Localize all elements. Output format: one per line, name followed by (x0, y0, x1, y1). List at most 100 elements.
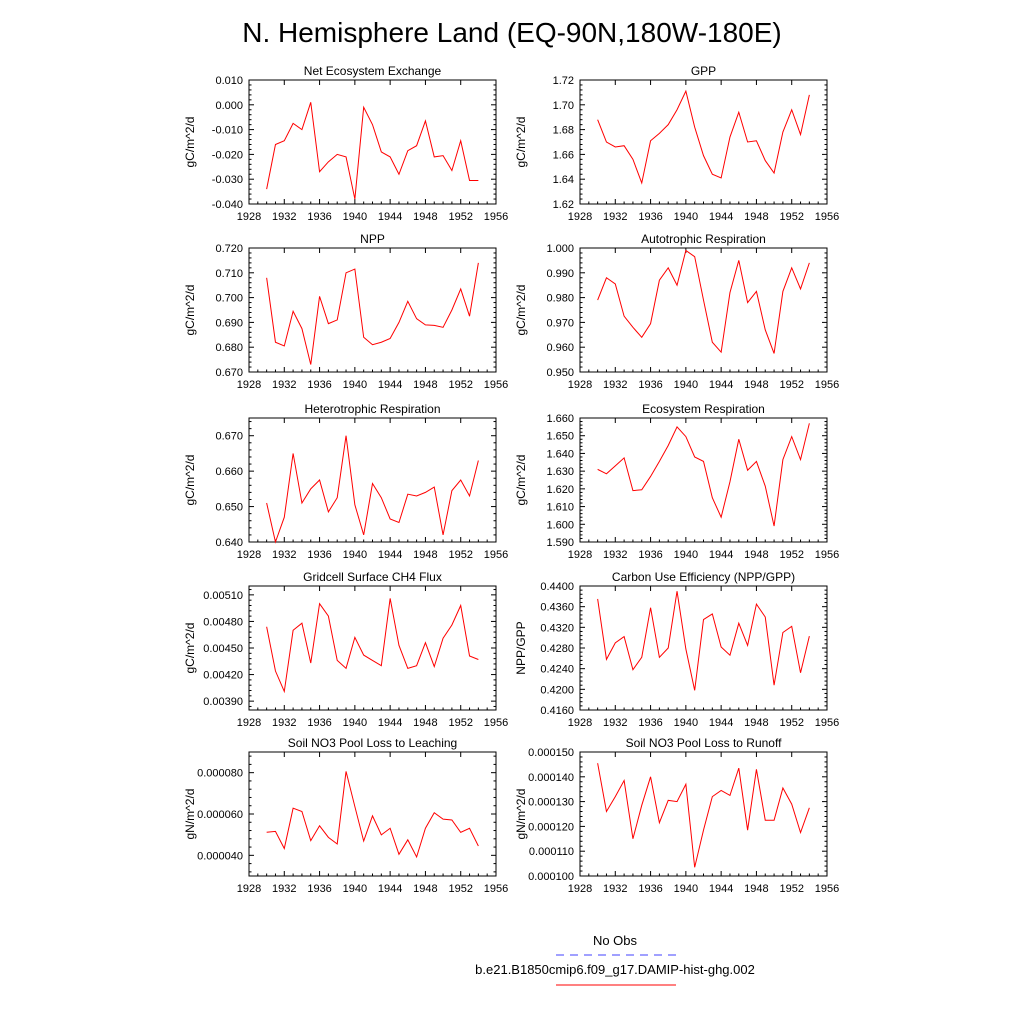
panel-ecosystem-respiration-frame (579, 417, 828, 543)
panel-net-ecosystem-exchange-xtick-label: 1932 (272, 211, 296, 223)
panel-carbon-use-efficiency-npp-gpp-xtick-label: 1948 (744, 717, 768, 729)
panel-soil-no3-pool-loss-to-runoff-frame (579, 751, 828, 877)
panel-npp-ytick-label: 0.710 (215, 268, 243, 280)
panel-carbon-use-efficiency-npp-gpp-frame (579, 585, 828, 711)
panel-ecosystem-respiration-xtick-label: 1956 (815, 549, 839, 561)
panel-soil-no3-pool-loss-to-leaching-xtick-label: 1956 (484, 883, 508, 895)
panel-gpp-xtick-label: 1944 (709, 211, 733, 223)
panel-gridcell-surface-ch4-flux-xtick-label: 1956 (484, 717, 508, 729)
panel-autotrophic-respiration-xtick-label: 1936 (638, 379, 662, 391)
panel-gridcell-surface-ch4-flux-series-line (266, 598, 479, 694)
panel-autotrophic-respiration-title: Autotrophic Respiration (641, 232, 766, 246)
panel-soil-no3-pool-loss-to-leaching-xtick-label: 1928 (237, 883, 261, 895)
panel-soil-no3-pool-loss-to-leaching-xtick-label: 1936 (307, 883, 331, 895)
panel-autotrophic-respiration-xtick-label: 1940 (674, 379, 698, 391)
panel-carbon-use-efficiency-npp-gpp-xtick-label: 1940 (674, 717, 698, 729)
panel-soil-no3-pool-loss-to-leaching-xtick-label: 1940 (343, 883, 367, 895)
panel-gpp-xtick-label: 1952 (779, 211, 803, 223)
panel-heterotrophic-respiration-ytick-label: 0.650 (215, 502, 243, 514)
panel-soil-no3-pool-loss-to-leaching-ylabel: gN/m^2/d (183, 789, 197, 840)
panel-net-ecosystem-exchange-ytick-label: -0.030 (212, 174, 243, 186)
panel-ecosystem-respiration-xtick-label: 1944 (709, 549, 733, 561)
panel-gpp-xtick-label: 1940 (674, 211, 698, 223)
panel-heterotrophic-respiration: Heterotrophic Respiration 1928 1932 1936 194… (183, 402, 508, 561)
panel-soil-no3-pool-loss-to-leaching-xtick-label: 1948 (413, 883, 437, 895)
panel-autotrophic-respiration-ytick-label: 1.000 (546, 243, 574, 255)
panel-npp-xtick-label: 1940 (343, 379, 367, 391)
panel-heterotrophic-respiration-xtick-label: 1940 (343, 549, 367, 561)
panel-gpp-title: GPP (691, 64, 716, 78)
panel-soil-no3-pool-loss-to-runoff-ytick-label: 0.000150 (528, 747, 574, 759)
panel-soil-no3-pool-loss-to-runoff-ytick-label: 0.000110 (529, 846, 574, 858)
panel-gridcell-surface-ch4-flux-title: Gridcell Surface CH4 Flux (303, 570, 442, 584)
panel-heterotrophic-respiration-xtick-label: 1956 (484, 549, 508, 561)
panel-net-ecosystem-exchange-ytick-label: 0.000 (215, 100, 243, 112)
panel-npp-xtick-label: 1956 (484, 379, 508, 391)
panel-gridcell-surface-ch4-flux-xtick-label: 1928 (237, 717, 261, 729)
legend: No Obs b.e21.B1850cmip6.f09_g17.DAMIP-hi… (475, 933, 755, 986)
panel-net-ecosystem-exchange-xtick-label: 1928 (237, 211, 261, 223)
panel-heterotrophic-respiration-xtick-label: 1928 (237, 549, 261, 561)
panel-autotrophic-respiration-ytick-label: 0.980 (546, 293, 574, 305)
panel-net-ecosystem-exchange-ytick-label: -0.040 (212, 199, 243, 211)
panel-carbon-use-efficiency-npp-gpp-xtick-label: 1928 (568, 717, 592, 729)
panel-soil-no3-pool-loss-to-runoff-xtick-label: 1948 (744, 883, 768, 895)
panel-carbon-use-efficiency-npp-gpp-xtick-label: 1956 (815, 717, 839, 729)
panel-net-ecosystem-exchange-xtick-label: 1944 (378, 211, 402, 223)
panel-gpp-xtick-label: 1928 (568, 211, 592, 223)
panel-heterotrophic-respiration-xtick-label: 1936 (307, 549, 331, 561)
panel-soil-no3-pool-loss-to-leaching-ytick-label: 0.000060 (197, 809, 243, 821)
panel-npp-title: NPP (360, 232, 385, 246)
panel-gpp-xtick-label: 1936 (638, 211, 662, 223)
panel-gpp-xtick-label: 1932 (603, 211, 627, 223)
panel-soil-no3-pool-loss-to-leaching-title: Soil NO3 Pool Loss to Leaching (288, 736, 457, 750)
panel-carbon-use-efficiency-npp-gpp-series-line (597, 591, 810, 691)
panel-soil-no3-pool-loss-to-leaching-ytick-label: 0.000080 (197, 768, 243, 780)
panel-gridcell-surface-ch4-flux-ytick-label: 0.00390 (203, 696, 243, 708)
panel-autotrophic-respiration-xtick-label: 1952 (779, 379, 803, 391)
panel-npp-xtick-label: 1952 (448, 379, 472, 391)
panel-ecosystem-respiration: Ecosystem Respiration 1928 1932 1936 1940 194… (514, 402, 839, 561)
panel-soil-no3-pool-loss-to-leaching-frame (248, 751, 497, 877)
panel-gpp-series-line (597, 89, 810, 185)
panel-net-ecosystem-exchange-ytick-label: -0.010 (212, 125, 243, 137)
panel-npp-ylabel: gC/m^2/d (183, 285, 197, 336)
panel-carbon-use-efficiency-npp-gpp-ytick-label: 0.4200 (540, 684, 574, 696)
panel-carbon-use-efficiency-npp-gpp-ylabel: NPP/GPP (514, 621, 528, 674)
panel-soil-no3-pool-loss-to-leaching-xtick-label: 1932 (272, 883, 296, 895)
panel-soil-no3-pool-loss-to-runoff-xtick-label: 1936 (638, 883, 662, 895)
panel-soil-no3-pool-loss-to-leaching-xtick-label: 1944 (378, 883, 402, 895)
panel-npp: NPP 1928 1932 1936 1940 1944 1948 1952 1956 0.670… (183, 232, 508, 391)
panel-soil-no3-pool-loss-to-runoff-ytick-label: 0.000140 (528, 772, 574, 784)
panel-gpp-xtick-label: 1956 (815, 211, 839, 223)
panel-soil-no3-pool-loss-to-runoff-ylabel: gN/m^2/d (514, 789, 528, 840)
panel-npp-ytick-label: 0.690 (215, 317, 243, 329)
panel-carbon-use-efficiency-npp-gpp-xtick-label: 1952 (779, 717, 803, 729)
panel-heterotrophic-respiration-series-line (266, 435, 479, 544)
panel-npp-frame (248, 247, 497, 373)
panel-net-ecosystem-exchange-xtick-label: 1952 (448, 211, 472, 223)
panel-heterotrophic-respiration-xtick-label: 1948 (413, 549, 437, 561)
panel-net-ecosystem-exchange-ylabel: gC/m^2/d (183, 117, 197, 168)
panel-soil-no3-pool-loss-to-leaching: Soil NO3 Pool Loss to Leaching 1928 1932 19… (183, 736, 508, 895)
panel-carbon-use-efficiency-npp-gpp-ytick-label: 0.4320 (540, 622, 574, 634)
panel-carbon-use-efficiency-npp-gpp-xtick-label: 1936 (638, 717, 662, 729)
panel-gpp-ytick-label: 1.62 (553, 199, 574, 211)
panel-soil-no3-pool-loss-to-runoff-xtick-label: 1928 (568, 883, 592, 895)
panel-net-ecosystem-exchange: Net Ecosystem Exchange 1928 1932 1936 1940 19… (183, 64, 508, 223)
panel-autotrophic-respiration-ytick-label: 0.990 (546, 268, 574, 280)
panel-gridcell-surface-ch4-flux-xtick-label: 1948 (413, 717, 437, 729)
panel-autotrophic-respiration-xtick-label: 1928 (568, 379, 592, 391)
panel-npp-ytick-label: 0.680 (215, 342, 243, 354)
panel-npp-series-line (266, 262, 479, 365)
panel-carbon-use-efficiency-npp-gpp-ytick-label: 0.4400 (540, 581, 574, 593)
panel-autotrophic-respiration-ytick-label: 0.970 (546, 317, 574, 329)
panel-ecosystem-respiration-ytick-label: 1.600 (546, 519, 574, 531)
panel-gridcell-surface-ch4-flux-frame (248, 585, 497, 711)
panel-ecosystem-respiration-ytick-label: 1.620 (546, 484, 574, 496)
panel-soil-no3-pool-loss-to-runoff-ytick-label: 0.000100 (528, 871, 574, 883)
panel-gpp-ytick-label: 1.64 (553, 174, 574, 186)
panel-net-ecosystem-exchange-title: Net Ecosystem Exchange (304, 64, 442, 78)
panel-carbon-use-efficiency-npp-gpp-ytick-label: 0.4240 (540, 664, 574, 676)
panel-gridcell-surface-ch4-flux-xtick-label: 1936 (307, 717, 331, 729)
